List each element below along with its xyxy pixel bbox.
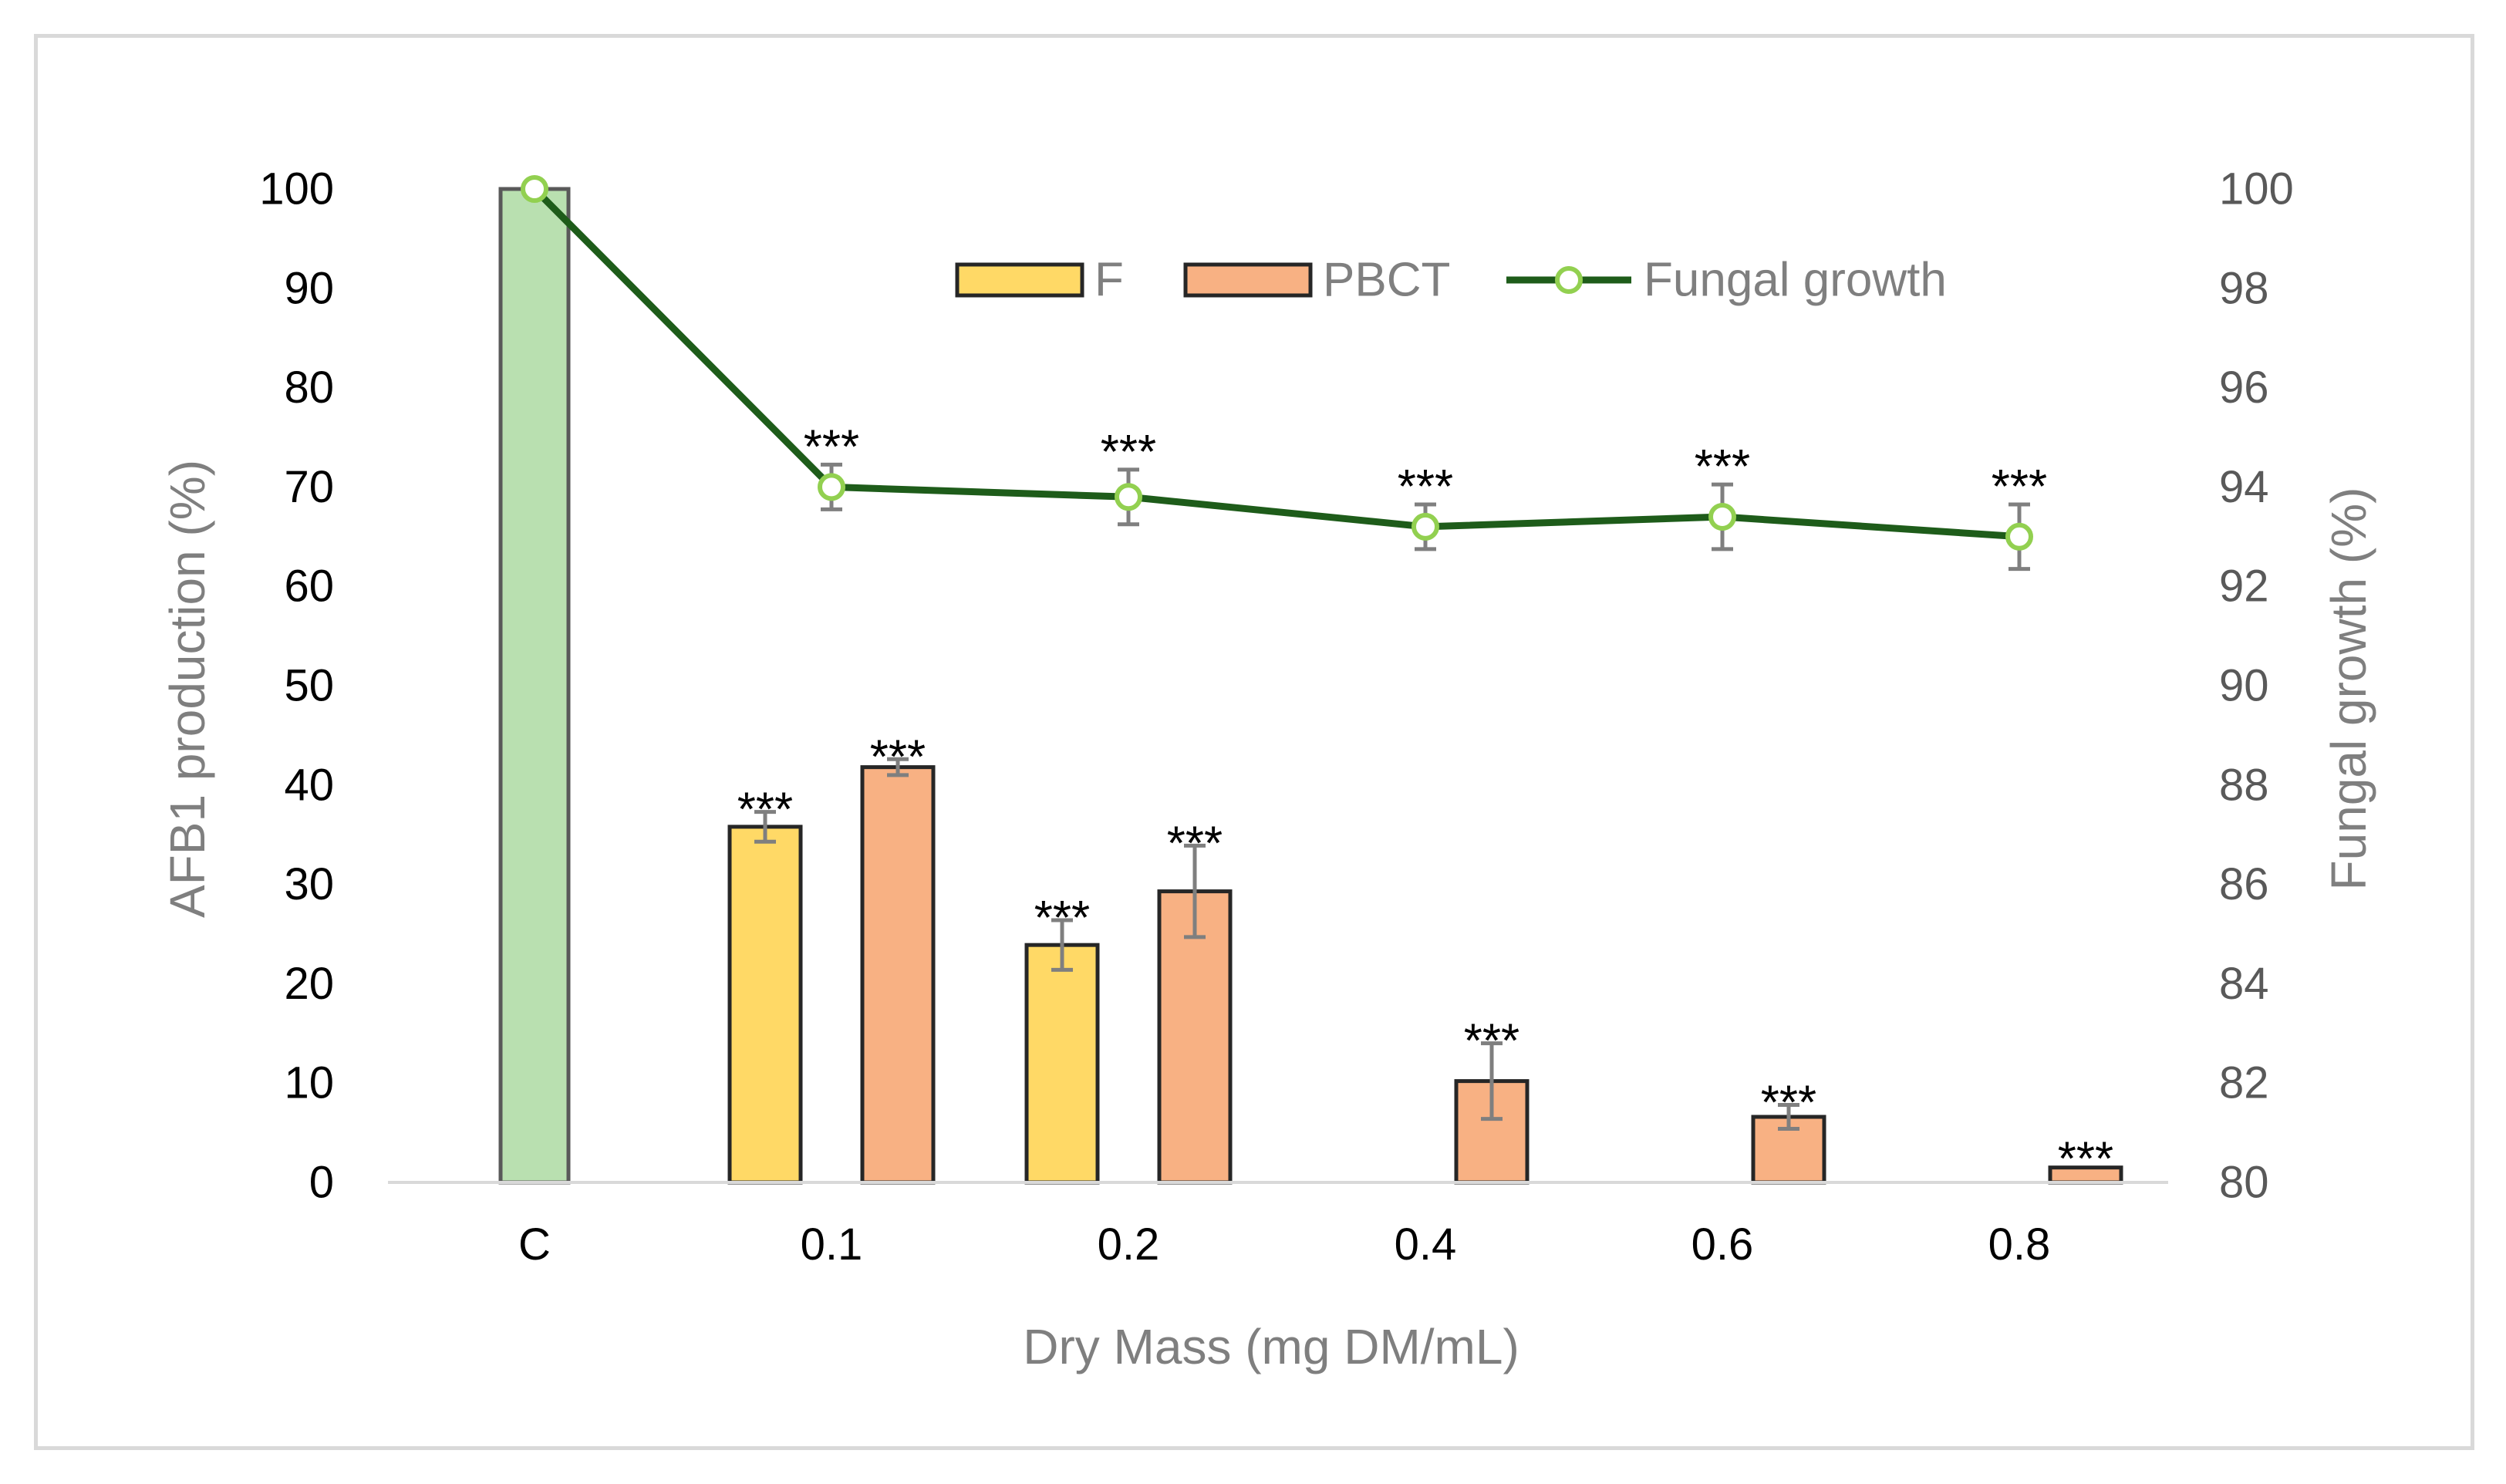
legend-label-f: F (1094, 254, 1124, 307)
y-tick-label: 70 (284, 462, 334, 512)
x-tick-label: 0.4 (1395, 1219, 1457, 1270)
bar-control (498, 187, 571, 1185)
significance-label: *** (1464, 1015, 1519, 1068)
y-tick-label: 60 (284, 562, 334, 612)
point-fungal-growth (818, 473, 845, 501)
y2-tick-label: 86 (2219, 859, 2269, 909)
point-fungal-growth (1412, 512, 1439, 541)
y-tick-label: 80 (284, 363, 334, 413)
legend: F PBCT Fungal growth (955, 254, 1947, 307)
bar-pbct (860, 765, 936, 1185)
y2-tick-label: 84 (2219, 959, 2269, 1009)
y2-tick-label: 96 (2219, 363, 2269, 413)
y-tick-label: 90 (284, 263, 334, 313)
x-tick-label: 0.2 (1098, 1219, 1160, 1270)
error-bar-pbct (887, 757, 909, 777)
x-tick-label: 0.8 (1988, 1219, 2051, 1270)
point-fungal-growth (1115, 483, 1142, 511)
error-bar-f (754, 810, 776, 844)
y-tick-label: 40 (284, 760, 334, 810)
significance-label: *** (1034, 892, 1090, 945)
significance-label: *** (1101, 426, 1156, 479)
y-tick-label: 100 (259, 164, 334, 214)
significance-label: *** (1398, 460, 1453, 514)
significance-label: *** (1761, 1077, 1816, 1130)
x-axis-title: Dry Mass (mg DM/mL) (1023, 1319, 1519, 1374)
legend-label-pbct: PBCT (1323, 254, 1450, 307)
y-tick-label: 20 (284, 959, 334, 1009)
y2-tick-label: 88 (2219, 760, 2269, 810)
error-bar-pbct (1778, 1103, 1799, 1131)
y-tick-label: 30 (284, 859, 334, 909)
error-bar-pbct (1481, 1041, 1503, 1121)
bar-f (727, 825, 803, 1185)
y2-tick-label: 98 (2219, 263, 2269, 313)
significance-label: *** (737, 784, 793, 837)
significance-label: *** (2058, 1133, 2113, 1186)
y2-tick-label: 80 (2219, 1158, 2269, 1208)
y2-tick-label: 94 (2219, 462, 2269, 512)
y2-tick-label: 92 (2219, 562, 2269, 612)
chart-svg: 0 10 20 30 40 50 60 70 80 90 100 80 82 84 86 88 90 92 94 96… (160, 164, 2376, 1375)
y2-tick-label: 82 (2219, 1058, 2269, 1108)
bar-f (1024, 943, 1100, 1185)
legend-swatch-fungal-growth (1506, 266, 1631, 294)
y2-tick-label: 90 (2219, 661, 2269, 711)
point-fungal-growth (521, 175, 548, 203)
legend-swatch-pbct (1183, 262, 1313, 298)
significance-label: *** (1695, 440, 1750, 494)
point-fungal-growth (2005, 522, 2033, 551)
error-bar-pbct (1184, 843, 1206, 939)
error-bar-f (1051, 918, 1073, 972)
x-tick-label: 0.1 (801, 1219, 863, 1270)
significance-label: *** (1167, 817, 1223, 870)
chart-frame: 0 10 20 30 40 50 60 70 80 90 100 80 82 84 86 88 90 92 94 96… (34, 34, 2474, 1450)
y-axis-title: AFB1 production (%) (160, 460, 215, 918)
line-fungal-growth (531, 186, 2020, 541)
x-tick-label: 0.6 (1691, 1219, 1754, 1270)
point-fungal-growth (1708, 503, 1736, 531)
significance-label: *** (870, 730, 926, 784)
y-tick-label: 10 (284, 1058, 334, 1108)
significance-label: *** (1992, 460, 2047, 514)
y-tick-label: 0 (309, 1158, 334, 1208)
x-tick-label: C (518, 1219, 551, 1270)
y2-tick-label: 100 (2219, 164, 2294, 214)
y2-axis-title: Fungal growth (%) (2321, 487, 2376, 891)
legend-marker (1555, 266, 1583, 294)
y-tick-label: 50 (284, 661, 334, 711)
legend-swatch-f (955, 262, 1084, 298)
significance-label: *** (804, 420, 859, 474)
legend-label-fungal-growth: Fungal growth (1644, 254, 1947, 307)
